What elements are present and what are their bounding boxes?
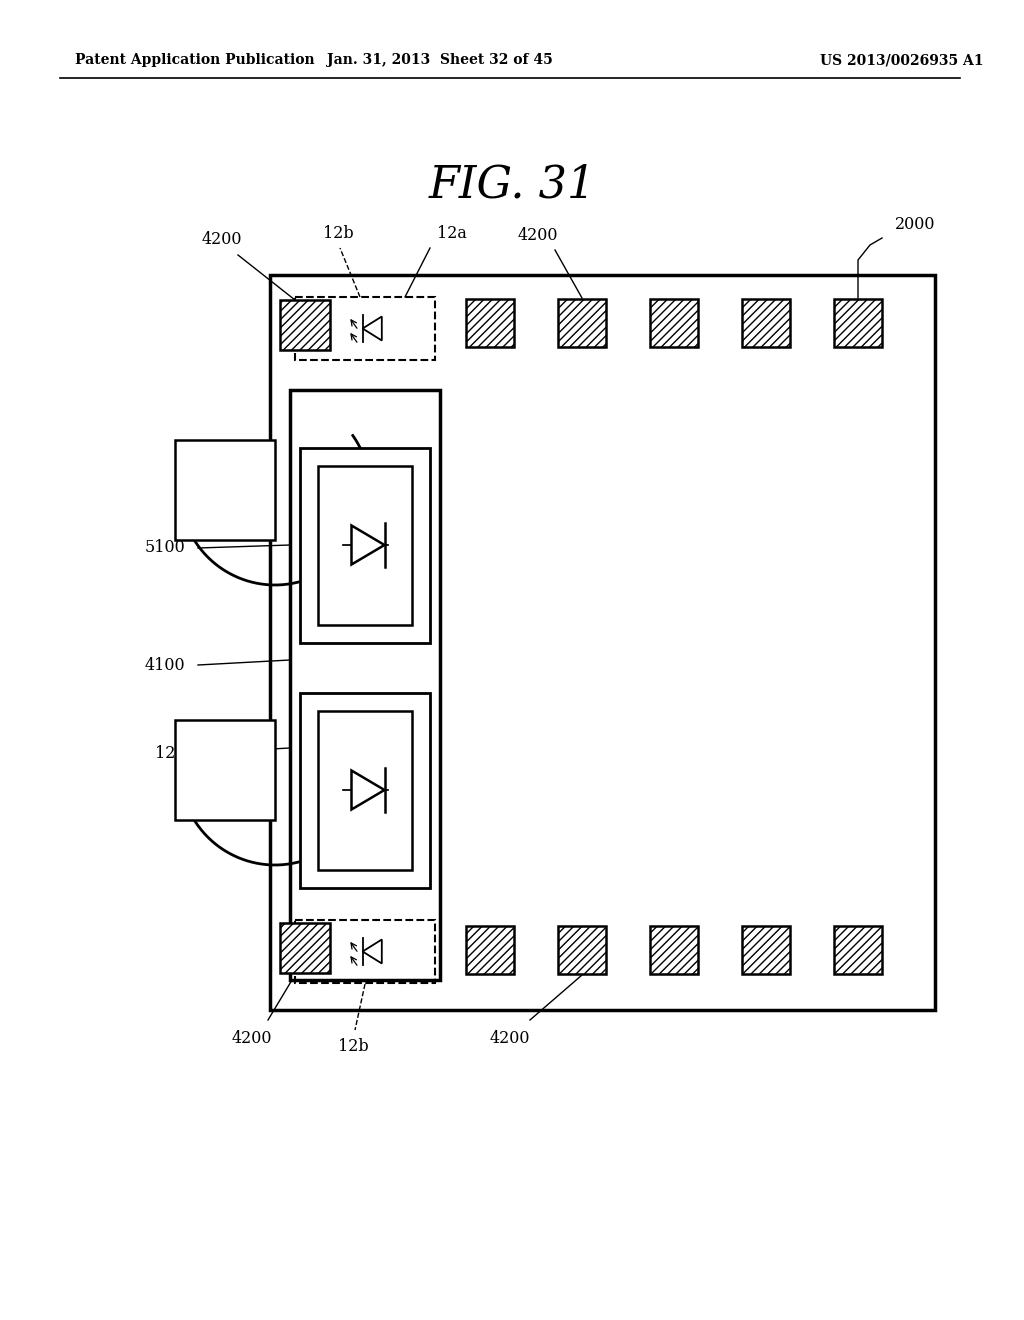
Bar [558,927,606,974]
Bar [834,927,882,974]
Text: 4100: 4100 [144,656,185,673]
Bar [300,447,430,643]
Text: 12a: 12a [155,744,185,762]
Text: US 2013/0026935 A1: US 2013/0026935 A1 [820,53,983,67]
Bar [300,693,430,887]
Bar [175,440,275,540]
Polygon shape [362,317,382,341]
Bar [466,300,514,347]
Bar [318,466,412,624]
Text: Patent Application Publication: Patent Application Publication [75,53,314,67]
Bar [742,300,790,347]
Bar [558,300,606,347]
Text: 12a: 12a [437,224,467,242]
Bar [466,927,514,974]
Text: 4200: 4200 [202,231,243,248]
Bar [650,927,698,974]
Bar [650,300,698,347]
Polygon shape [351,771,384,809]
Text: 4200: 4200 [518,227,558,244]
Bar [295,920,435,983]
Bar [742,927,790,974]
Bar [318,710,412,870]
Bar [175,719,275,820]
Bar [290,389,440,979]
Text: 5100: 5100 [144,540,185,557]
Text: 4200: 4200 [489,1030,530,1047]
Polygon shape [362,940,382,964]
Text: Jan. 31, 2013  Sheet 32 of 45: Jan. 31, 2013 Sheet 32 of 45 [327,53,553,67]
Text: 4200: 4200 [231,1030,272,1047]
Bar [834,300,882,347]
Text: 12b: 12b [338,1038,369,1055]
Bar [270,275,935,1010]
Text: 12b: 12b [323,224,353,242]
Text: FIG. 31: FIG. 31 [428,164,596,207]
Bar [295,297,435,360]
Text: 2000: 2000 [895,216,936,234]
Bar [280,923,330,973]
Polygon shape [351,525,384,565]
Bar [280,300,330,350]
